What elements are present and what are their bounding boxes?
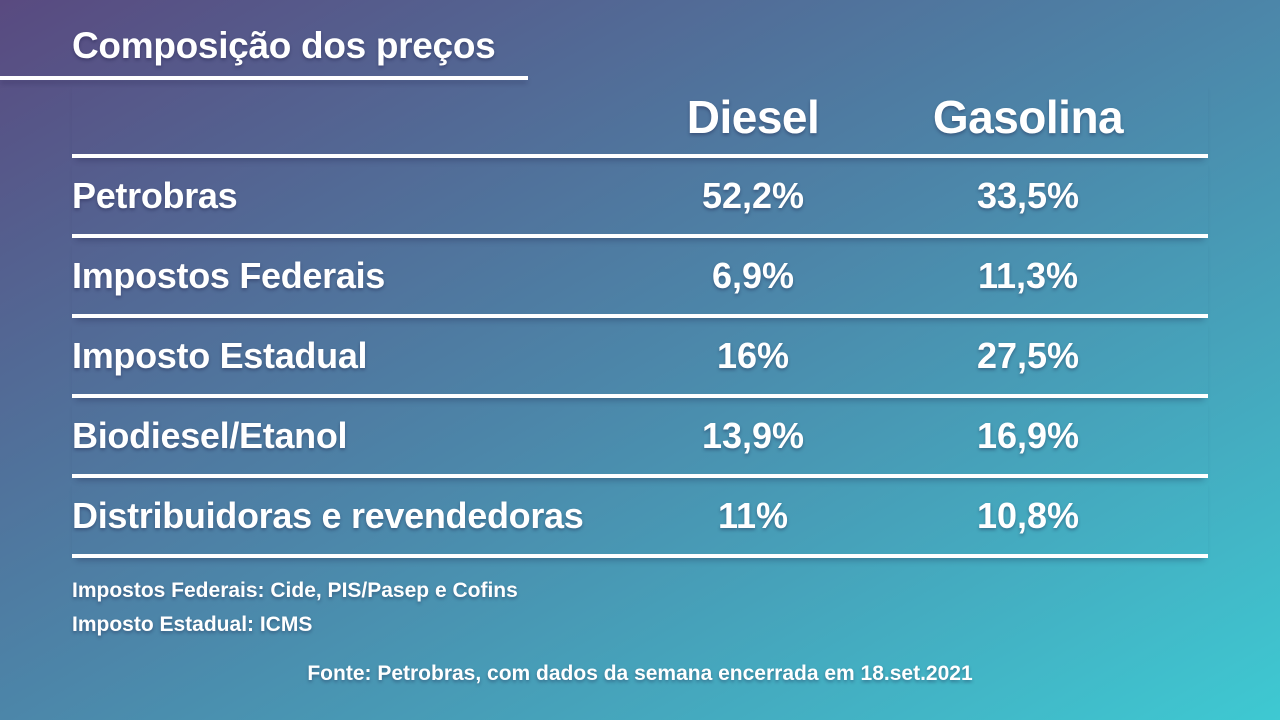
row-label: Distribuidoras e revendedoras <box>72 495 584 537</box>
row-label: Petrobras <box>72 175 238 217</box>
diesel-value: 6,9% <box>711 255 795 297</box>
table-row: Impostos Federais 6,9% 11,3% <box>72 238 1208 319</box>
table-row: Biodiesel/Etanol 13,9% 16,9% <box>72 398 1208 479</box>
row-label: Imposto Estadual <box>72 335 368 377</box>
row-label: Impostos Federais <box>72 255 385 297</box>
price-composition-table: Diesel Gasolina Petrobras 52,2% 33,5% Im… <box>72 80 1208 559</box>
diesel-value: 16% <box>716 335 790 377</box>
source-credit: Fonte: Petrobras, com dados da semana en… <box>307 662 973 686</box>
table-row: Imposto Estadual 16% 27,5% <box>72 318 1208 399</box>
gasolina-value: 10,8% <box>976 495 1080 537</box>
table-row: Distribuidoras e revendedoras 11% 10,8% <box>72 478 1208 559</box>
column-header-diesel: Diesel <box>686 91 820 144</box>
gasolina-value: 33,5% <box>976 175 1080 217</box>
footnotes: Impostos Federais: Cide, PIS/Pasep e Cof… <box>72 574 1280 642</box>
row-label: Biodiesel/Etanol <box>72 415 348 457</box>
gasolina-value: 16,9% <box>976 415 1080 457</box>
gasolina-value: 27,5% <box>976 335 1080 377</box>
gasolina-value: 11,3% <box>977 255 1079 297</box>
table-row: Petrobras 52,2% 33,5% <box>72 158 1208 239</box>
header: Composição dos preços <box>0 0 1280 81</box>
footnote-federal-taxes: Impostos Federais: Cide, PIS/Pasep e Cof… <box>72 579 518 603</box>
footnote-state-tax: Imposto Estadual: ICMS <box>72 613 313 637</box>
diesel-value: 11% <box>717 495 789 537</box>
column-header-gasolina: Gasolina <box>932 91 1124 144</box>
page-title: Composição dos preços <box>72 25 496 66</box>
diesel-value: 13,9% <box>701 415 805 457</box>
table-header-row: Diesel Gasolina <box>72 80 1208 159</box>
title-underline <box>0 76 528 81</box>
diesel-value: 52,2% <box>701 175 805 217</box>
